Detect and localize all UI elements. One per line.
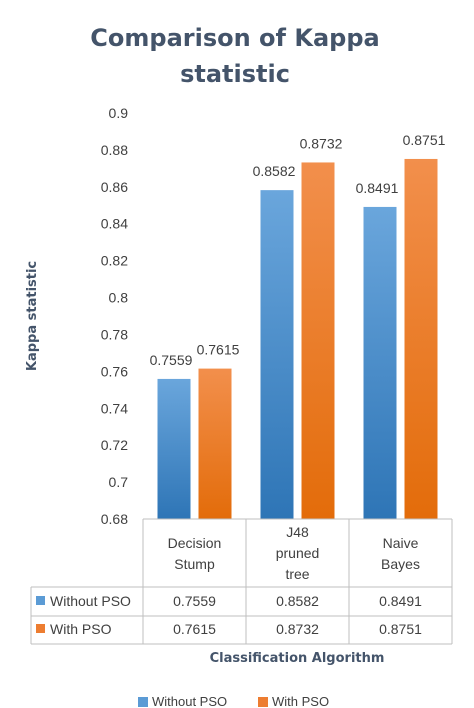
y-axis-title: Kappa statistic — [25, 261, 40, 371]
table-series-name: Without PSO — [50, 593, 131, 609]
y-tick-label: 0.72 — [101, 437, 128, 453]
category-label: Naive — [383, 535, 419, 551]
y-tick-label: 0.88 — [101, 142, 128, 158]
data-table: Decision Stump J48 pruned tree Naive Bayes With… — [30, 518, 453, 645]
table-series-name: With PSO — [50, 621, 112, 637]
data-label: 0.8491 — [356, 180, 399, 196]
data-label: 0.7615 — [197, 342, 240, 358]
legend-label: Without PSO — [152, 694, 227, 708]
table-key-with-pso — [36, 624, 45, 633]
category-label: J48 — [286, 524, 309, 540]
y-tick-label: 0.76 — [101, 363, 128, 379]
category-label: Bayes — [381, 556, 420, 572]
table-cell: 0.7559 — [173, 593, 216, 609]
bar-without-pso — [260, 190, 294, 519]
data-label: 0.7559 — [150, 352, 193, 368]
bar-with-pso — [404, 158, 438, 519]
category-label: Stump — [174, 556, 215, 572]
data-label: 0.8751 — [403, 132, 446, 148]
table-cell: 0.8491 — [379, 593, 422, 609]
table-key-without-pso — [36, 596, 45, 605]
legend-swatch — [138, 697, 148, 707]
y-tick-label: 0.86 — [101, 179, 128, 195]
table-cell: 0.8732 — [276, 621, 319, 637]
bar-marks — [157, 158, 438, 519]
y-tick-label: 0.74 — [101, 400, 128, 416]
data-label: 0.8582 — [253, 163, 296, 179]
legend-label: With PSO — [272, 694, 329, 708]
x-axis-title: Classification Algorithm — [210, 651, 385, 666]
category-label: pruned — [276, 545, 320, 561]
category-label: Decision — [168, 535, 222, 551]
y-tick-label: 0.8 — [109, 290, 129, 306]
category-label: tree — [285, 566, 309, 582]
bar-with-pso — [301, 162, 335, 519]
table-cell: 0.7615 — [173, 621, 216, 637]
bar-without-pso — [157, 378, 191, 519]
legend: Without PSO With PSO — [138, 694, 329, 708]
legend-swatch — [258, 697, 268, 707]
y-tick-label: 0.9 — [109, 105, 129, 121]
y-tick-label: 0.7 — [109, 474, 129, 490]
table-cell: 0.8751 — [379, 621, 422, 637]
y-axis-ticks: 0.68 0.7 0.72 0.74 0.76 0.78 0.8 0.82 0.84 0.86 0.… — [101, 105, 128, 527]
bar-without-pso — [363, 206, 397, 519]
table-cell: 0.8582 — [276, 593, 319, 609]
bar-with-pso — [198, 368, 232, 519]
y-tick-label: 0.84 — [101, 216, 128, 232]
chart-title-line-1: Comparison of Kappa — [90, 24, 379, 52]
y-tick-label: 0.82 — [101, 253, 128, 269]
chart-title-line-2: statistic — [180, 60, 290, 88]
y-tick-label: 0.78 — [101, 326, 128, 342]
y-tick-label: 0.68 — [101, 511, 128, 527]
data-labels: 0.7559 0.8582 0.8491 0.7615 0.8732 0.8751 — [150, 132, 446, 368]
data-label: 0.8732 — [300, 135, 343, 151]
